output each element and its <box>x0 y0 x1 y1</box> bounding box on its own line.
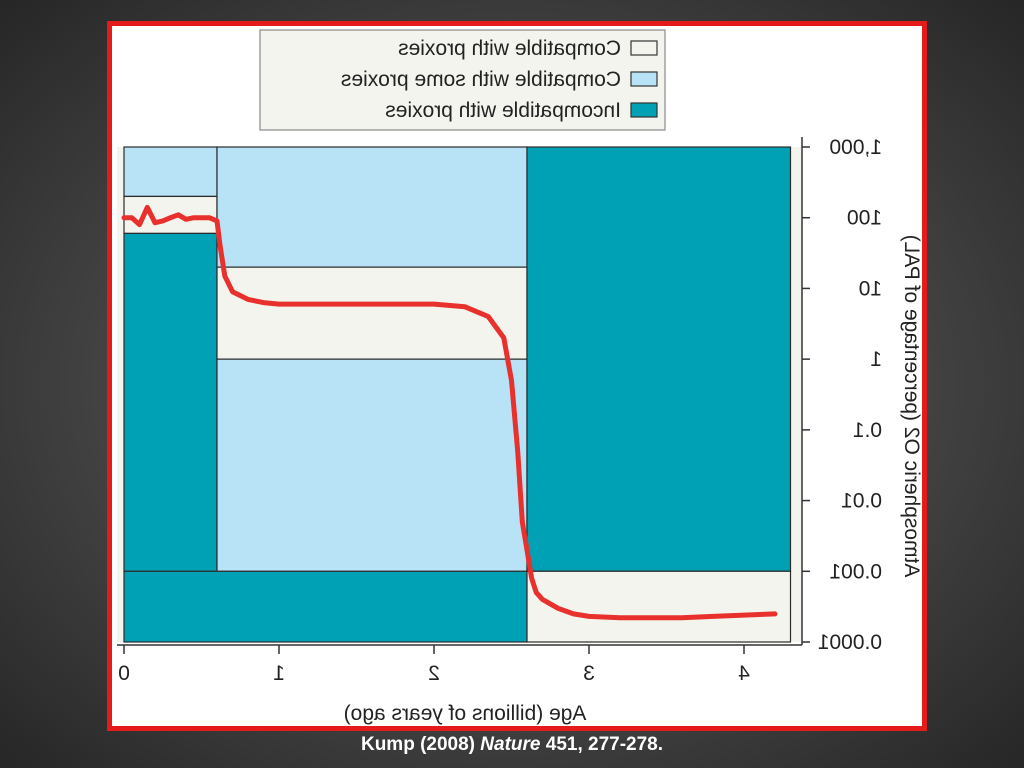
region-some-0 <box>123 146 218 198</box>
y-tick-label: 0.0001 <box>818 631 882 654</box>
legend-label-compatible: Compatible with proxies <box>398 37 621 60</box>
chart: 0.0001 0.001 0.01 0.1 1 10 100 1,000 0 1 2 3 4 Age (b… <box>117 29 922 725</box>
legend-swatch-incompatible <box>630 102 658 118</box>
legend-swatch-some <box>630 71 658 87</box>
region-compatible-1 <box>123 195 218 235</box>
x-tick-label: 3 <box>583 662 595 685</box>
x-axis-label: Age (billions of years ago) <box>344 702 587 725</box>
chart-regions <box>117 146 802 643</box>
region-compatible-8 <box>526 570 792 643</box>
y-tick-label: 1 <box>870 348 882 371</box>
region-incompatible-7 <box>526 146 792 572</box>
y-tick-label: 0.1 <box>853 419 882 442</box>
y-tick-label: 0.01 <box>841 490 882 513</box>
region-incompatible-2 <box>123 232 218 572</box>
legend-box <box>259 29 666 131</box>
slide-frame: 0.0001 0.001 0.01 0.1 1 10 100 1,000 0 1 2 3 4 Age (b… <box>107 21 927 731</box>
region-some-5 <box>216 358 528 572</box>
region-some-3 <box>216 146 528 268</box>
y-tick-label: 100 <box>847 207 882 230</box>
citation-authors: Kump (2008) <box>360 734 475 755</box>
legend: Compatible with proxies Compatible with s… <box>259 29 666 131</box>
x-tick-label: 1 <box>273 662 285 685</box>
citation-journal: Nature <box>480 734 541 755</box>
region-incompatible-6 <box>123 570 528 643</box>
citation-caption: Kump (2008) Nature 451, 277-278. <box>0 734 1024 756</box>
axes: 0.0001 0.001 0.01 0.1 1 10 100 1,000 0 1 2 3 4 Age (b… <box>117 136 922 725</box>
citation-details: 451, 277-278. <box>545 734 664 755</box>
x-tick-label: 2 <box>428 662 440 685</box>
y-tick-label: 10 <box>859 277 882 300</box>
legend-swatch-compatible <box>630 40 658 56</box>
y-axis-label: Atmospheric O2 (percentage of PAL) <box>900 235 922 578</box>
x-tick-label: 0 <box>118 662 130 685</box>
x-tick-label: 4 <box>738 662 750 685</box>
y-tick-label: 1,000 <box>829 136 882 159</box>
y-tick-label: 0.001 <box>829 560 882 583</box>
legend-label-incompatible: Incompatible with proxies <box>385 99 621 122</box>
oxygen-curve <box>121 204 778 621</box>
legend-label-some: Compatible with some proxies <box>341 68 621 91</box>
